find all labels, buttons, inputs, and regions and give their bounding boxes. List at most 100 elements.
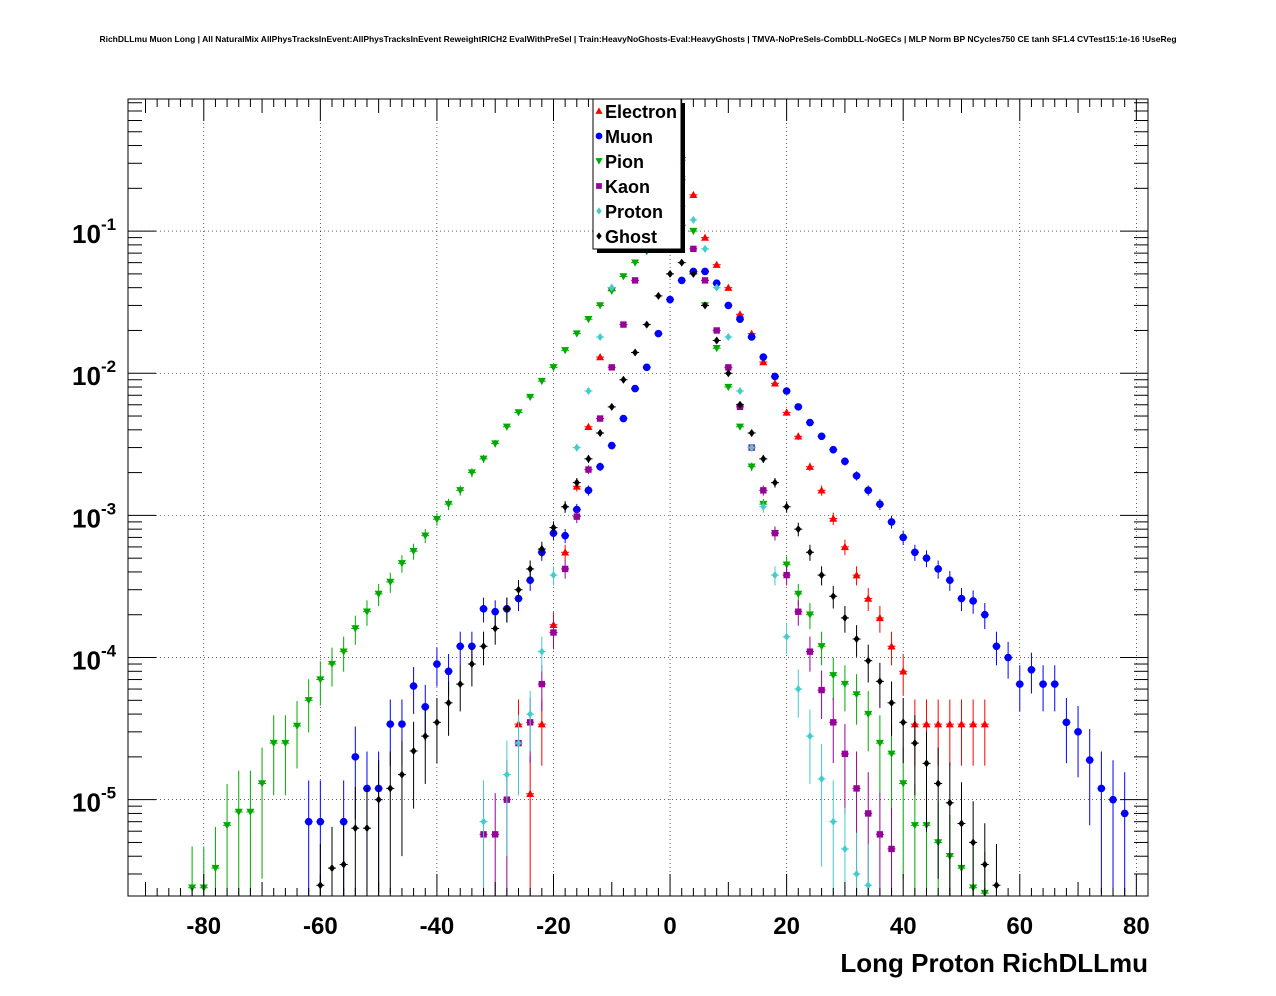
data-point	[806, 548, 813, 557]
data-point	[667, 269, 674, 278]
data-point	[806, 732, 813, 741]
y-tick-label-base: 10	[72, 361, 101, 391]
y-tick-label-base: 10	[72, 646, 101, 676]
data-point	[538, 647, 545, 656]
data-point	[841, 457, 849, 466]
data-point	[701, 233, 710, 241]
x-tick-label: -60	[303, 913, 338, 940]
data-point	[865, 810, 872, 817]
data-point	[736, 423, 744, 431]
data-point	[1120, 809, 1129, 818]
data-point	[794, 403, 803, 411]
data-point	[782, 387, 791, 395]
data-point	[969, 597, 977, 605]
data-point	[526, 576, 534, 584]
data-point	[550, 571, 557, 580]
chart-title: RichDLLmu Muon Long | All NaturalMix All…	[99, 34, 1176, 44]
data-point	[795, 685, 802, 694]
data-point	[281, 739, 290, 748]
legend-label-muon: Muon	[605, 127, 653, 147]
x-tick-label: -80	[186, 913, 221, 940]
data-point	[432, 516, 441, 524]
x-tick-label: 80	[1123, 913, 1150, 940]
data-point	[596, 353, 605, 361]
data-point	[935, 779, 942, 788]
data-point	[537, 377, 546, 386]
data-point	[690, 245, 697, 253]
data-point	[805, 611, 814, 619]
data-point	[934, 720, 943, 728]
data-point	[713, 283, 720, 292]
data-point	[398, 720, 406, 728]
data-point	[841, 750, 849, 758]
data-point	[852, 571, 861, 579]
data-point	[981, 610, 989, 619]
data-point	[724, 383, 733, 392]
data-point	[864, 594, 873, 602]
data-point	[840, 542, 849, 551]
data-point	[725, 369, 732, 378]
legend-label-electron: Electron	[605, 102, 677, 122]
y-tick-label-exponent: -5	[101, 784, 116, 803]
data-point	[993, 881, 1000, 890]
legend-box	[592, 98, 682, 250]
data-point	[899, 667, 908, 675]
data-point	[655, 291, 662, 300]
data-point	[1004, 653, 1012, 662]
data-point	[888, 698, 895, 707]
data-point	[806, 648, 814, 655]
y-tick-label-exponent: -3	[101, 499, 116, 518]
data-point	[397, 560, 406, 568]
data-point	[631, 384, 639, 393]
data-point	[293, 722, 302, 730]
data-point	[736, 310, 744, 318]
data-point	[562, 502, 569, 511]
series-ghost	[316, 258, 1001, 896]
data-point	[585, 454, 592, 463]
legend-label-kaon: Kaon	[605, 177, 650, 197]
data-point	[573, 478, 580, 487]
data-point	[957, 594, 966, 603]
data-point	[398, 770, 405, 779]
data-point	[736, 315, 744, 324]
data-point	[760, 454, 767, 463]
x-axis-label: Long Proton RichDLLmu	[840, 948, 1148, 978]
data-point	[876, 500, 884, 508]
data-point	[690, 215, 697, 224]
data-point	[737, 387, 743, 396]
x-tick-label: 40	[890, 913, 917, 940]
data-point	[677, 276, 686, 285]
data-point	[852, 691, 861, 699]
data-point	[316, 817, 325, 826]
data-point	[1085, 756, 1094, 764]
data-point	[433, 718, 440, 727]
data-point	[980, 720, 989, 728]
data-point	[759, 353, 768, 361]
data-point	[375, 795, 382, 804]
data-point	[853, 869, 860, 878]
data-point	[794, 590, 803, 598]
data-point	[421, 703, 430, 711]
data-point	[981, 860, 988, 869]
data-point	[1015, 680, 1024, 688]
legend-label-proton: Proton	[605, 202, 663, 222]
data-point	[608, 402, 615, 411]
data-point	[1109, 795, 1117, 804]
y-tick-label-base: 10	[72, 503, 101, 533]
data-point	[515, 585, 522, 594]
data-point	[387, 784, 394, 793]
data-point	[479, 605, 488, 613]
data-point	[491, 440, 500, 448]
data-point	[561, 565, 569, 573]
data-point	[794, 432, 803, 440]
data-point	[362, 608, 371, 616]
data-point	[596, 415, 604, 422]
data-point	[631, 259, 640, 267]
data-point	[632, 348, 639, 357]
data-point	[887, 750, 896, 758]
data-point	[607, 441, 616, 450]
data-point	[246, 808, 255, 816]
data-point	[945, 720, 954, 728]
data-point	[760, 502, 767, 511]
legend-label-pion: Pion	[605, 152, 644, 172]
